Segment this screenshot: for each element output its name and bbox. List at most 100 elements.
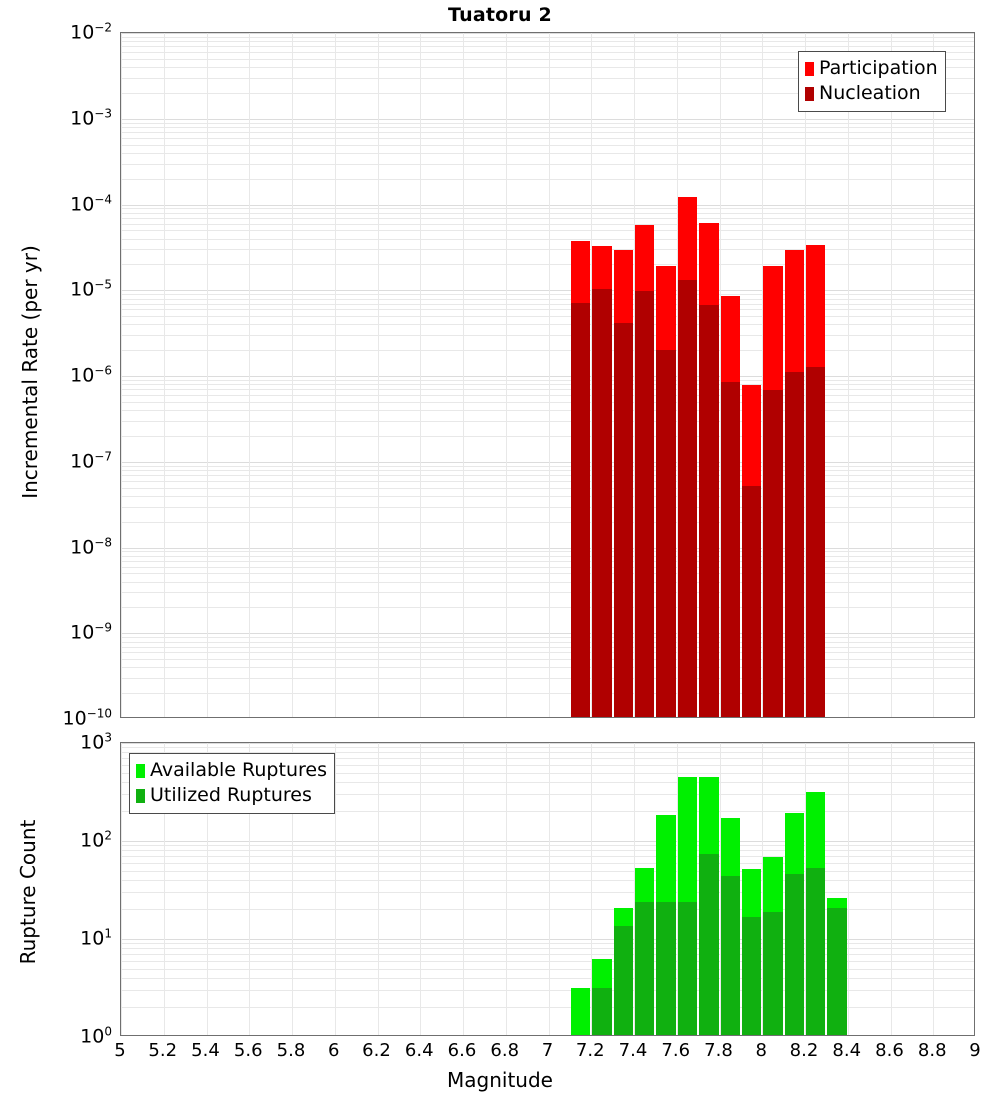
gridline-minor bbox=[121, 781, 974, 783]
gridline-vertical bbox=[548, 743, 550, 1035]
x-tick-label: 6.6 bbox=[447, 1040, 477, 1061]
gridline-minor bbox=[121, 641, 974, 643]
gridline-minor bbox=[121, 794, 974, 796]
gridline-minor bbox=[121, 977, 974, 979]
y-tick-label: 10−2 bbox=[70, 20, 112, 44]
gridline-vertical bbox=[377, 743, 379, 1035]
gridline-vertical bbox=[206, 743, 208, 1035]
gridline-minor bbox=[121, 566, 974, 568]
gridline-minor bbox=[121, 506, 974, 508]
gridline-minor bbox=[121, 652, 974, 654]
y-tick-label: 10−9 bbox=[70, 620, 112, 644]
gridline-vertical bbox=[548, 33, 550, 717]
bar-nucl bbox=[613, 323, 633, 717]
gridline-minor bbox=[121, 678, 974, 680]
bar-util bbox=[635, 901, 655, 1035]
gridline-minor bbox=[121, 560, 974, 562]
gridline-minor bbox=[121, 551, 974, 553]
legend-label: Nucleation bbox=[819, 82, 921, 104]
gridline-vertical bbox=[505, 33, 507, 717]
bar-util bbox=[699, 854, 719, 1035]
gridline-minor bbox=[121, 470, 974, 472]
y-tick-label: 10−8 bbox=[70, 534, 112, 559]
gridline-vertical bbox=[634, 743, 635, 1035]
gridline-vertical bbox=[719, 743, 721, 1035]
gridline-minor bbox=[121, 41, 974, 43]
bottom-y-tick-labels: 103 102 101 100 bbox=[0, 730, 112, 1047]
y-tick-label: 10−7 bbox=[70, 449, 112, 473]
gridline-minor bbox=[121, 420, 974, 422]
gridline-minor bbox=[121, 324, 974, 326]
gridline-minor bbox=[121, 811, 974, 813]
gridline-major bbox=[121, 461, 974, 463]
gridline-vertical bbox=[890, 743, 892, 1035]
gridline-minor bbox=[121, 298, 974, 300]
x-tick-label: 8 bbox=[755, 1040, 767, 1061]
x-tick-label: 6.8 bbox=[490, 1040, 520, 1061]
x-tick-label: 5.2 bbox=[148, 1040, 178, 1061]
bar-util bbox=[741, 917, 762, 1035]
gridline-minor bbox=[121, 495, 974, 497]
bar-util bbox=[806, 867, 826, 1035]
x-tick-label: 7.8 bbox=[704, 1040, 733, 1061]
gridline-minor bbox=[121, 410, 974, 412]
bar-util bbox=[613, 925, 633, 1035]
bar-util bbox=[784, 873, 804, 1035]
top-y-tick-labels: 10−2 10−3 10−4 10−5 10−6 10−7 10−8 10−9 10−10 bbox=[0, 20, 112, 729]
gridline-minor bbox=[121, 659, 974, 661]
gridline-minor bbox=[121, 384, 974, 386]
gridline-minor bbox=[121, 862, 974, 864]
bar-nucl bbox=[720, 382, 740, 717]
bar-avail bbox=[570, 988, 591, 1035]
x-tick-label: 7.2 bbox=[575, 1040, 605, 1061]
gridline-minor bbox=[121, 316, 974, 318]
gridline-minor bbox=[121, 238, 974, 240]
gridline-minor bbox=[121, 46, 974, 48]
gridline-major bbox=[121, 841, 974, 842]
gridline-major bbox=[121, 547, 974, 549]
gridline-vertical bbox=[634, 33, 635, 717]
gridline-vertical bbox=[933, 743, 935, 1035]
gridline-minor bbox=[121, 137, 974, 139]
x-tick-label: 5.6 bbox=[233, 1040, 263, 1061]
gridline-vertical bbox=[163, 743, 165, 1035]
gridline-vertical bbox=[249, 743, 251, 1035]
top-legend: Participation Nucleation bbox=[798, 51, 946, 112]
gridline-minor bbox=[121, 521, 974, 523]
x-tick-label: 5 bbox=[114, 1040, 126, 1061]
gridline-minor bbox=[121, 990, 974, 992]
gridline-minor bbox=[121, 747, 974, 749]
gridline-minor bbox=[121, 178, 974, 180]
gridline-minor bbox=[121, 389, 974, 391]
gridline-minor bbox=[121, 879, 974, 881]
legend-label: Participation bbox=[819, 57, 938, 79]
bottom-bars bbox=[121, 743, 974, 1035]
gridline-minor bbox=[121, 294, 974, 296]
legend-swatch-icon bbox=[805, 61, 814, 76]
gridline-minor bbox=[121, 637, 974, 639]
gridline-minor bbox=[121, 217, 974, 219]
bar-nucl bbox=[635, 291, 655, 717]
y-tick-label: 102 bbox=[80, 828, 112, 852]
gridline-vertical bbox=[805, 33, 806, 717]
gridline-minor bbox=[121, 435, 974, 437]
x-axis-label: Magnitude bbox=[447, 1068, 553, 1092]
gridline-minor bbox=[121, 144, 974, 146]
legend-swatch-icon bbox=[136, 788, 145, 803]
gridline-minor bbox=[121, 960, 974, 962]
gridline-major bbox=[121, 743, 974, 744]
gridline-vertical bbox=[847, 743, 849, 1035]
y-tick-label: 10−3 bbox=[70, 106, 112, 130]
gridline-minor bbox=[121, 555, 974, 557]
gridline-minor bbox=[121, 395, 974, 397]
gridline-vertical bbox=[762, 743, 764, 1035]
gridline-minor bbox=[121, 132, 974, 134]
x-tick-label: 8.4 bbox=[832, 1040, 862, 1061]
bottom-legend: Available Ruptures Utilized Ruptures bbox=[129, 753, 335, 814]
gridline-vertical bbox=[719, 33, 721, 717]
gridline-vertical bbox=[163, 33, 165, 717]
gridline-major bbox=[121, 376, 974, 377]
x-tick-label: 8.2 bbox=[789, 1040, 819, 1061]
gridline-minor bbox=[121, 52, 974, 54]
